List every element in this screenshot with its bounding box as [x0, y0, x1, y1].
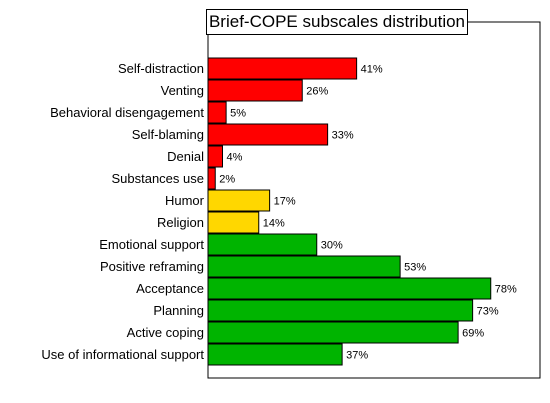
category-label-positive-reframing: Positive reframing	[100, 259, 204, 274]
value-label-active-coping: 69%	[462, 328, 484, 340]
value-label-behavioral-disengagement: 5%	[230, 108, 246, 120]
category-label-venting: Venting	[161, 83, 204, 98]
bar-planning	[207, 299, 474, 322]
value-label-denial: 4%	[227, 152, 243, 164]
bar-humor	[207, 189, 271, 212]
category-label-religion: Religion	[157, 215, 204, 230]
category-label-substances-use: Substances use	[111, 171, 204, 186]
value-label-emotional-support: 30%	[321, 240, 343, 252]
bar-self-distraction	[207, 57, 358, 80]
bar-positive-reframing	[207, 255, 401, 278]
bar-use-of-informational-support	[207, 343, 343, 366]
category-label-active-coping: Active coping	[127, 325, 204, 340]
value-label-use-of-informational-support: 37%	[346, 350, 368, 362]
category-label-emotional-support: Emotional support	[99, 237, 204, 252]
category-label-denial: Denial	[167, 149, 204, 164]
category-label-self-distraction: Self-distraction	[118, 61, 204, 76]
bar-self-blaming	[207, 123, 329, 146]
value-label-positive-reframing: 53%	[404, 262, 426, 274]
category-label-planning: Planning	[153, 303, 204, 318]
bar-acceptance	[207, 277, 492, 300]
labels-group: Self-distraction 41% Venting 26% Behavioral …	[41, 61, 517, 362]
bar-behavioral-disengagement	[207, 101, 227, 124]
value-label-acceptance: 78%	[495, 284, 517, 296]
bar-religion	[207, 211, 260, 234]
value-label-self-distraction: 41%	[361, 64, 383, 76]
bar-emotional-support	[207, 233, 318, 256]
value-label-humor: 17%	[274, 196, 296, 208]
bar-active-coping	[207, 321, 459, 344]
bar-venting	[207, 79, 303, 102]
value-label-substances-use: 2%	[219, 174, 235, 186]
bar-substances-use	[207, 167, 216, 190]
value-label-planning: 73%	[477, 306, 499, 318]
value-label-religion: 14%	[263, 218, 285, 230]
value-label-venting: 26%	[306, 86, 328, 98]
bars-group	[207, 57, 492, 366]
category-label-behavioral-disengagement: Behavioral disengagement	[50, 105, 204, 120]
category-label-use-of-informational-support: Use of informational support	[41, 347, 204, 362]
bar-denial	[207, 145, 223, 168]
category-label-self-blaming: Self-blaming	[132, 127, 204, 142]
category-label-acceptance: Acceptance	[136, 281, 204, 296]
chart-title: Brief-COPE subscales distribution	[206, 9, 468, 35]
value-label-self-blaming: 33%	[332, 130, 354, 142]
category-label-humor: Humor	[165, 193, 205, 208]
